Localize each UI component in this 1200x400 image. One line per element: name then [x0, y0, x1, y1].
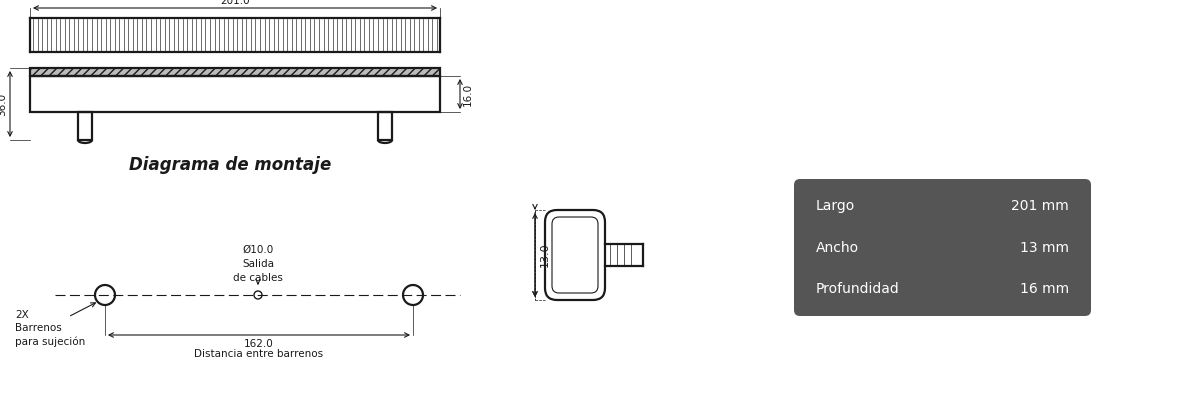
Text: 201.0: 201.0	[220, 0, 250, 6]
Text: 16 mm: 16 mm	[1020, 282, 1069, 296]
Text: Diagrama de montaje: Diagrama de montaje	[128, 156, 331, 174]
Text: Profundidad: Profundidad	[816, 282, 900, 296]
Text: 16.0: 16.0	[463, 82, 473, 106]
Text: 162.0: 162.0	[244, 339, 274, 349]
Bar	[78, 112, 92, 140]
Text: 2X
Barrenos
para sujeción: 2X Barrenos para sujeción	[14, 310, 85, 347]
Text: Ancho: Ancho	[816, 240, 859, 254]
Bar	[378, 112, 392, 140]
Text: Ø10.0
Salida
de cables: Ø10.0 Salida de cables	[233, 245, 283, 283]
Text: Distancia entre barrenos: Distancia entre barrenos	[194, 349, 324, 359]
Text: Largo: Largo	[816, 199, 856, 213]
Text: 36.0: 36.0	[0, 92, 7, 116]
FancyBboxPatch shape	[794, 179, 1091, 316]
Text: 201 mm: 201 mm	[1012, 199, 1069, 213]
Bar	[30, 68, 440, 76]
Bar	[30, 76, 440, 112]
Text: 13.0: 13.0	[540, 243, 550, 267]
Text: 13 mm: 13 mm	[1020, 240, 1069, 254]
